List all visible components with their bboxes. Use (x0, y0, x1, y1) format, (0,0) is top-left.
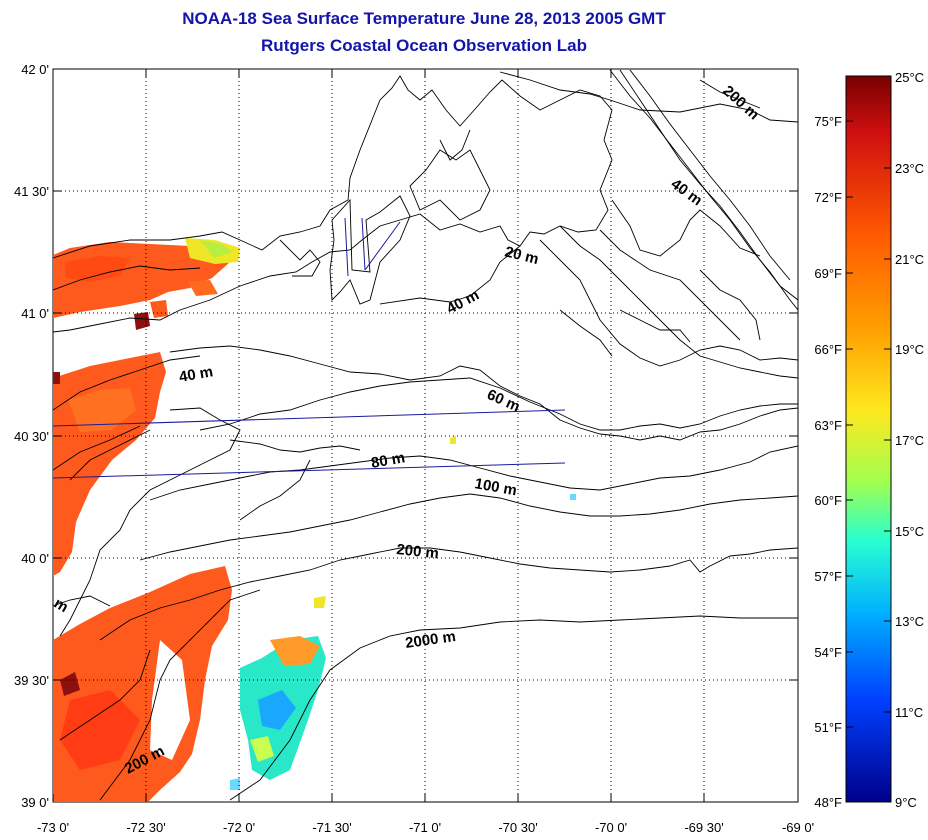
coastline-layer (53, 75, 798, 637)
fahrenheit-labels: 75°F 72°F 69°F 66°F 63°F 60°F 57°F 54°F … (814, 114, 842, 810)
lon-label: -72 0' (223, 820, 255, 835)
lon-label: -73 0' (37, 820, 69, 835)
contour-label: 2000 m (404, 628, 457, 652)
celsius-labels: 25°C 23°C 21°C 19°C 17°C 15°C 13°C 11°C … (895, 70, 924, 810)
contour-label: 80 m (370, 449, 407, 472)
celsius-label: 9°C (895, 795, 917, 810)
celsius-label: 15°C (895, 524, 924, 539)
celsius-label: 23°C (895, 161, 924, 176)
fahrenheit-label: 66°F (814, 342, 842, 357)
lat-label: 39 0' (21, 795, 49, 810)
lon-label: -70 0' (595, 820, 627, 835)
fahrenheit-label: 72°F (814, 190, 842, 205)
fahrenheit-label: 51°F (814, 720, 842, 735)
bathymetry-layer (53, 69, 798, 801)
latitude-labels: 42 0' 41 30' 41 0' 40 30' 40 0' 39 30' 3… (14, 62, 49, 810)
colorbar-ticks (846, 120, 891, 728)
lat-label: 41 30' (14, 184, 49, 199)
celsius-label: 21°C (895, 252, 924, 267)
lon-label: -69 30' (684, 820, 723, 835)
celsius-label: 11°C (895, 705, 923, 720)
lat-label: 40 0' (21, 551, 49, 566)
map-subtitle: Rutgers Coastal Ocean Observation Lab (261, 36, 587, 55)
lat-label: 40 30' (14, 429, 49, 444)
fahrenheit-label: 60°F (814, 493, 842, 508)
lon-label: -69 0' (782, 820, 814, 835)
contour-label: 40 m (178, 363, 215, 386)
fahrenheit-label: 57°F (814, 569, 842, 584)
celsius-label: 13°C (895, 614, 924, 629)
lon-label: -71 0' (409, 820, 441, 835)
lon-label: -71 30' (312, 820, 351, 835)
lat-label: 39 30' (14, 673, 49, 688)
celsius-label: 19°C (895, 342, 924, 357)
sst-data-layer (53, 238, 576, 802)
fahrenheit-label: 75°F (814, 114, 842, 129)
lon-label: -70 30' (498, 820, 537, 835)
lat-label: 42 0' (21, 62, 49, 77)
contour-label: 200 m (396, 541, 440, 562)
fahrenheit-label: 63°F (814, 418, 842, 433)
colorbar (845, 75, 892, 803)
longitude-labels: -73 0' -72 30' -72 0' -71 30' -71 0' -70… (37, 820, 814, 835)
lat-label: 41 0' (21, 306, 49, 321)
transect-lines (53, 217, 566, 479)
fahrenheit-label: 54°F (814, 645, 842, 660)
axis-ticks (52, 68, 799, 802)
fahrenheit-label: 69°F (814, 266, 842, 281)
map-grid (53, 69, 798, 802)
lon-label: -72 30' (126, 820, 165, 835)
celsius-label: 25°C (895, 70, 924, 85)
fahrenheit-label: 48°F (814, 795, 842, 810)
celsius-label: 17°C (895, 433, 924, 448)
map-title: NOAA-18 Sea Surface Temperature June 28,… (182, 9, 666, 28)
